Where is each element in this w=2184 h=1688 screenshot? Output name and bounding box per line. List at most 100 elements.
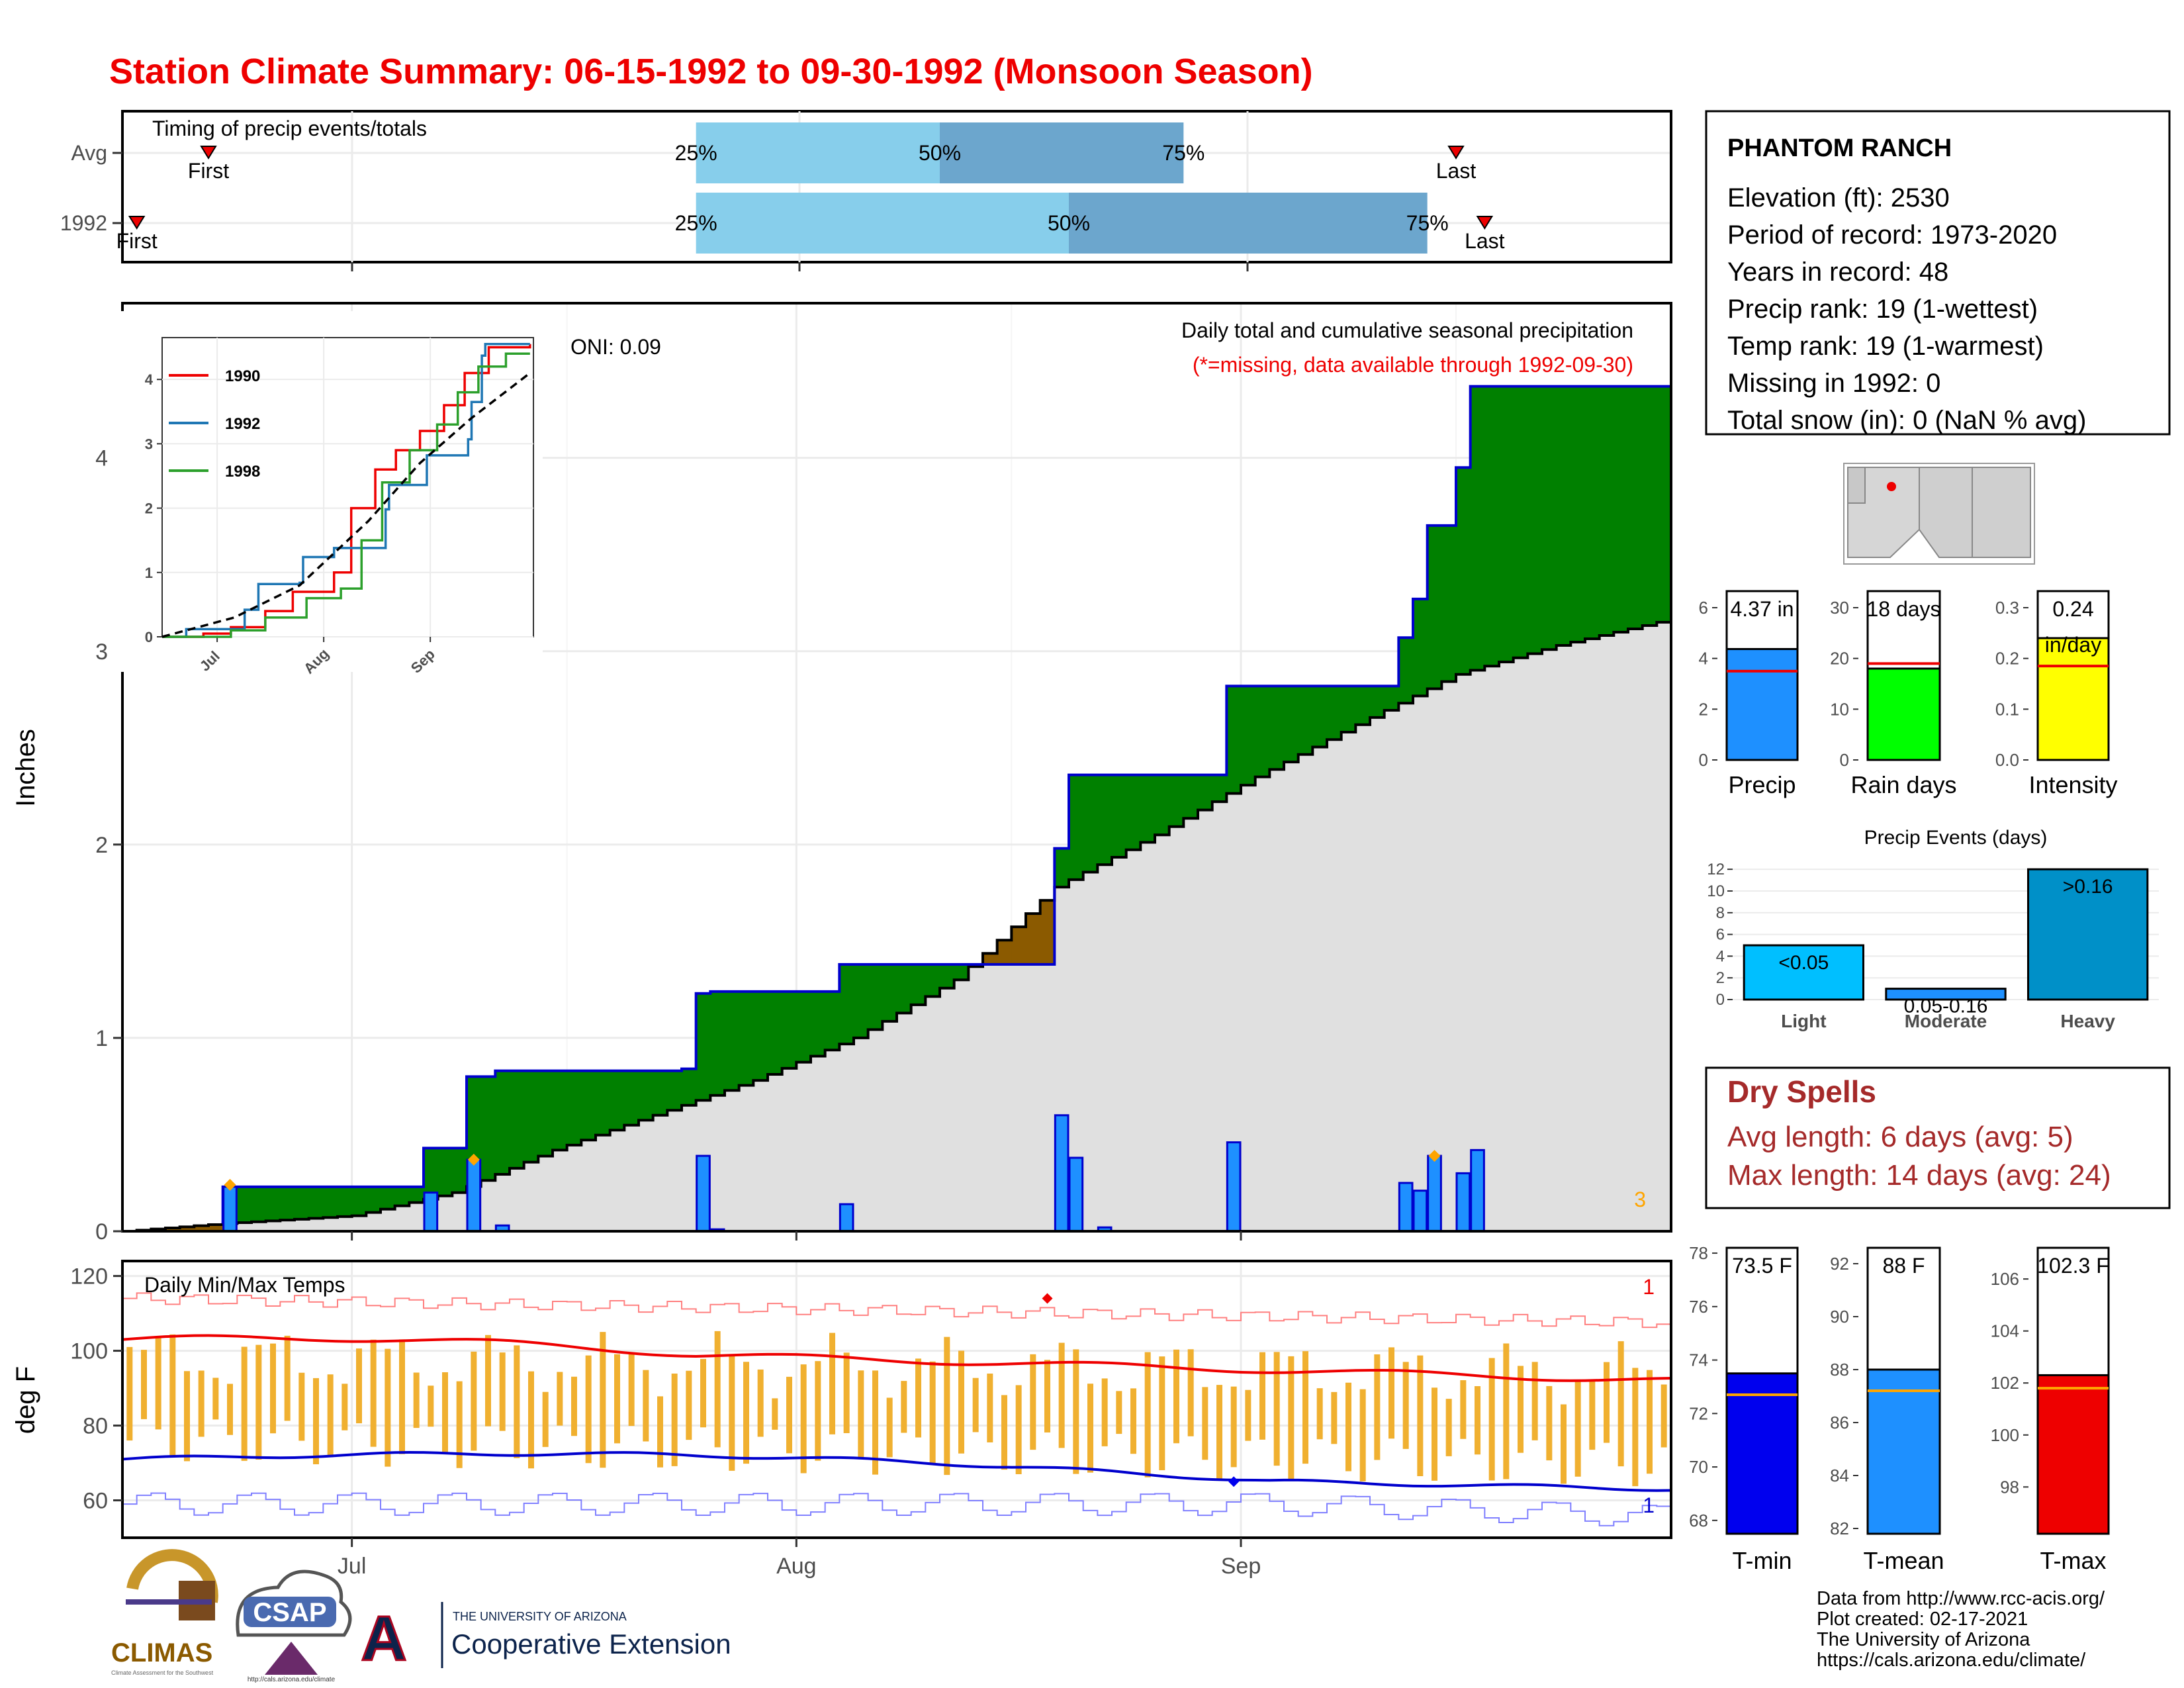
mini-value-label: 73.5 F	[1732, 1254, 1792, 1278]
temp-y-tick-label: 120	[70, 1264, 108, 1289]
record-low-line	[122, 1492, 1671, 1526]
above-average-fill	[1226, 686, 1242, 794]
climas-logo-subtext: Climate Assessment for the Southwest	[111, 1669, 214, 1676]
precip-y-tick-label: 0	[95, 1219, 108, 1244]
climas-logo: CLIMAS Climate Assessment for the Southw…	[111, 1549, 218, 1676]
events-bar-heavy	[2027, 868, 2149, 1001]
above-average-fill	[768, 991, 783, 1074]
record-low-marker	[1228, 1476, 1240, 1487]
events-bar-label: 0.05-0.16	[1904, 996, 1988, 1017]
above-average-fill	[567, 1070, 582, 1145]
dry-spells-avg: Avg length: 6 days (avg: 5)	[1727, 1121, 2073, 1153]
mini-chart-tmax-mean: 98 100 102 104 106 102.3 F T-max	[1991, 1246, 2118, 1574]
inset-frame	[161, 337, 534, 637]
above-average-fill	[1198, 774, 1213, 810]
first-event-marker	[200, 146, 217, 160]
events-y-tick-label: 12	[1707, 861, 1725, 878]
above-average-fill	[954, 964, 969, 980]
above-average-fill	[710, 991, 725, 1096]
ua-text-top: THE UNIVERSITY OF ARIZONA	[453, 1610, 627, 1623]
arizona-locator-map-icon	[1843, 463, 2035, 565]
quartile-label-25: 25%	[675, 211, 717, 235]
month-tick-label: Sep	[1221, 1554, 1261, 1579]
csap-logo-text: CSAP	[253, 1598, 326, 1627]
month-tick-label: Aug	[776, 1554, 817, 1579]
above-average-fill	[739, 991, 754, 1086]
events-y-tick-label: 8	[1716, 904, 1725, 922]
mini-y-tick-label: 0.3	[1995, 598, 2019, 618]
events-y-tick-label: 0	[1716, 991, 1725, 1009]
daily-precip-bar	[696, 1154, 711, 1233]
daily-precip-bar	[423, 1192, 439, 1233]
above-average-fill	[553, 1070, 568, 1150]
above-average-fill	[1269, 686, 1285, 770]
temp-panel-title: Daily Min/Max Temps	[144, 1273, 345, 1297]
university-of-arizona-logo: A THE UNIVERSITY OF ARIZONA Cooperative …	[360, 1602, 731, 1675]
above-average-fill	[882, 964, 897, 1021]
above-average-fill	[1069, 774, 1084, 880]
mini-y-tick-label: 100	[1991, 1425, 2019, 1445]
above-average-fill	[1599, 386, 1614, 635]
mini-chart-precip-total: 0 2 4 6 4.37 in Precip	[1699, 590, 1807, 798]
above-average-fill	[1327, 686, 1342, 740]
temp-plot	[122, 1292, 1672, 1526]
mini-y-tick-label: 0.0	[1995, 750, 2019, 770]
events-bar-label: <0.05	[1778, 952, 1829, 974]
mini-y-tick-label: 92	[1830, 1254, 1849, 1274]
above-average-fill	[581, 1070, 596, 1141]
temp-record-low-count: 1	[1643, 1493, 1655, 1517]
above-average-fill	[1513, 386, 1528, 658]
events-y-tick-label: 2	[1716, 969, 1725, 987]
mini-y-tick-label: 0	[1840, 750, 1849, 770]
station-line-years: Years in record: 48	[1727, 258, 1948, 287]
below-average-fill	[165, 1227, 181, 1231]
mini-chart-tmin-mean: 68 70 72 74 76 78 73.5 F T-min	[1689, 1243, 1807, 1574]
below-average-fill	[194, 1225, 209, 1231]
mini-y-tick-label: 106	[1991, 1269, 2019, 1289]
quartile-label-50: 50%	[1048, 211, 1090, 235]
above-average-fill	[1212, 774, 1227, 802]
credit-line-url: https://cals.arizona.edu/climate/	[1817, 1650, 2086, 1671]
daily-precip-bar	[1068, 1156, 1084, 1233]
above-average-fill	[1255, 686, 1270, 777]
above-average-fill	[1527, 386, 1543, 654]
temp-y-tick-label: 100	[70, 1339, 108, 1364]
above-average-fill	[796, 991, 811, 1062]
precip-y-axis-label: Inches	[11, 729, 40, 807]
mini-category-label: Rain days	[1850, 771, 1956, 798]
mini-y-tick-label: 10	[1830, 699, 1849, 719]
timing-bars: 25% 50% 75% First Last 25% 50% 75% First Last	[116, 122, 1505, 254]
above-average-fill	[1054, 848, 1069, 888]
temp-y-tick-label: 80	[83, 1414, 108, 1439]
mini-y-tick-label: 6	[1699, 598, 1708, 618]
mini-chart-rain-days: 0 10 20 30 18 days Rain days	[1830, 590, 1957, 798]
quartile-bar-50-75	[1069, 193, 1428, 254]
mini-unit-label: in/day	[2045, 633, 2101, 657]
above-average-fill	[782, 991, 797, 1068]
daily-precip-bar	[1226, 1141, 1242, 1233]
mini-y-tick-label: 86	[1830, 1413, 1849, 1432]
precip-panel-title: Daily total and cumulative seasonal prec…	[1181, 318, 1633, 342]
above-average-fill	[925, 964, 940, 997]
above-average-fill	[480, 1076, 496, 1181]
record-high-line	[122, 1292, 1671, 1329]
above-average-fill	[1427, 525, 1442, 689]
temp-record-high-count: 1	[1643, 1275, 1655, 1299]
month-x-axis: Jul Aug Sep	[338, 1231, 1261, 1579]
above-average-fill	[1456, 467, 1471, 675]
above-average-fill	[409, 1186, 424, 1203]
quartile-label-25: 25%	[675, 141, 717, 165]
dry-spells-title: Dry Spells	[1727, 1074, 1876, 1109]
above-average-fill	[1097, 774, 1113, 865]
above-average-fill	[538, 1070, 553, 1156]
mini-y-tick-label: 90	[1830, 1307, 1849, 1327]
above-average-fill	[811, 991, 826, 1056]
mini-chart-intensity: 0.0 0.1 0.2 0.3 0.24 in/day Intensity	[1995, 590, 2118, 798]
credit-line-data: Data from http://www.rcc-acis.org/	[1817, 1588, 2105, 1609]
mini-category-label: T-mean	[1863, 1547, 1944, 1574]
mini-y-tick-label: 74	[1689, 1350, 1708, 1370]
timing-row-label-year: 1992	[60, 211, 107, 235]
above-average-fill	[295, 1186, 310, 1219]
